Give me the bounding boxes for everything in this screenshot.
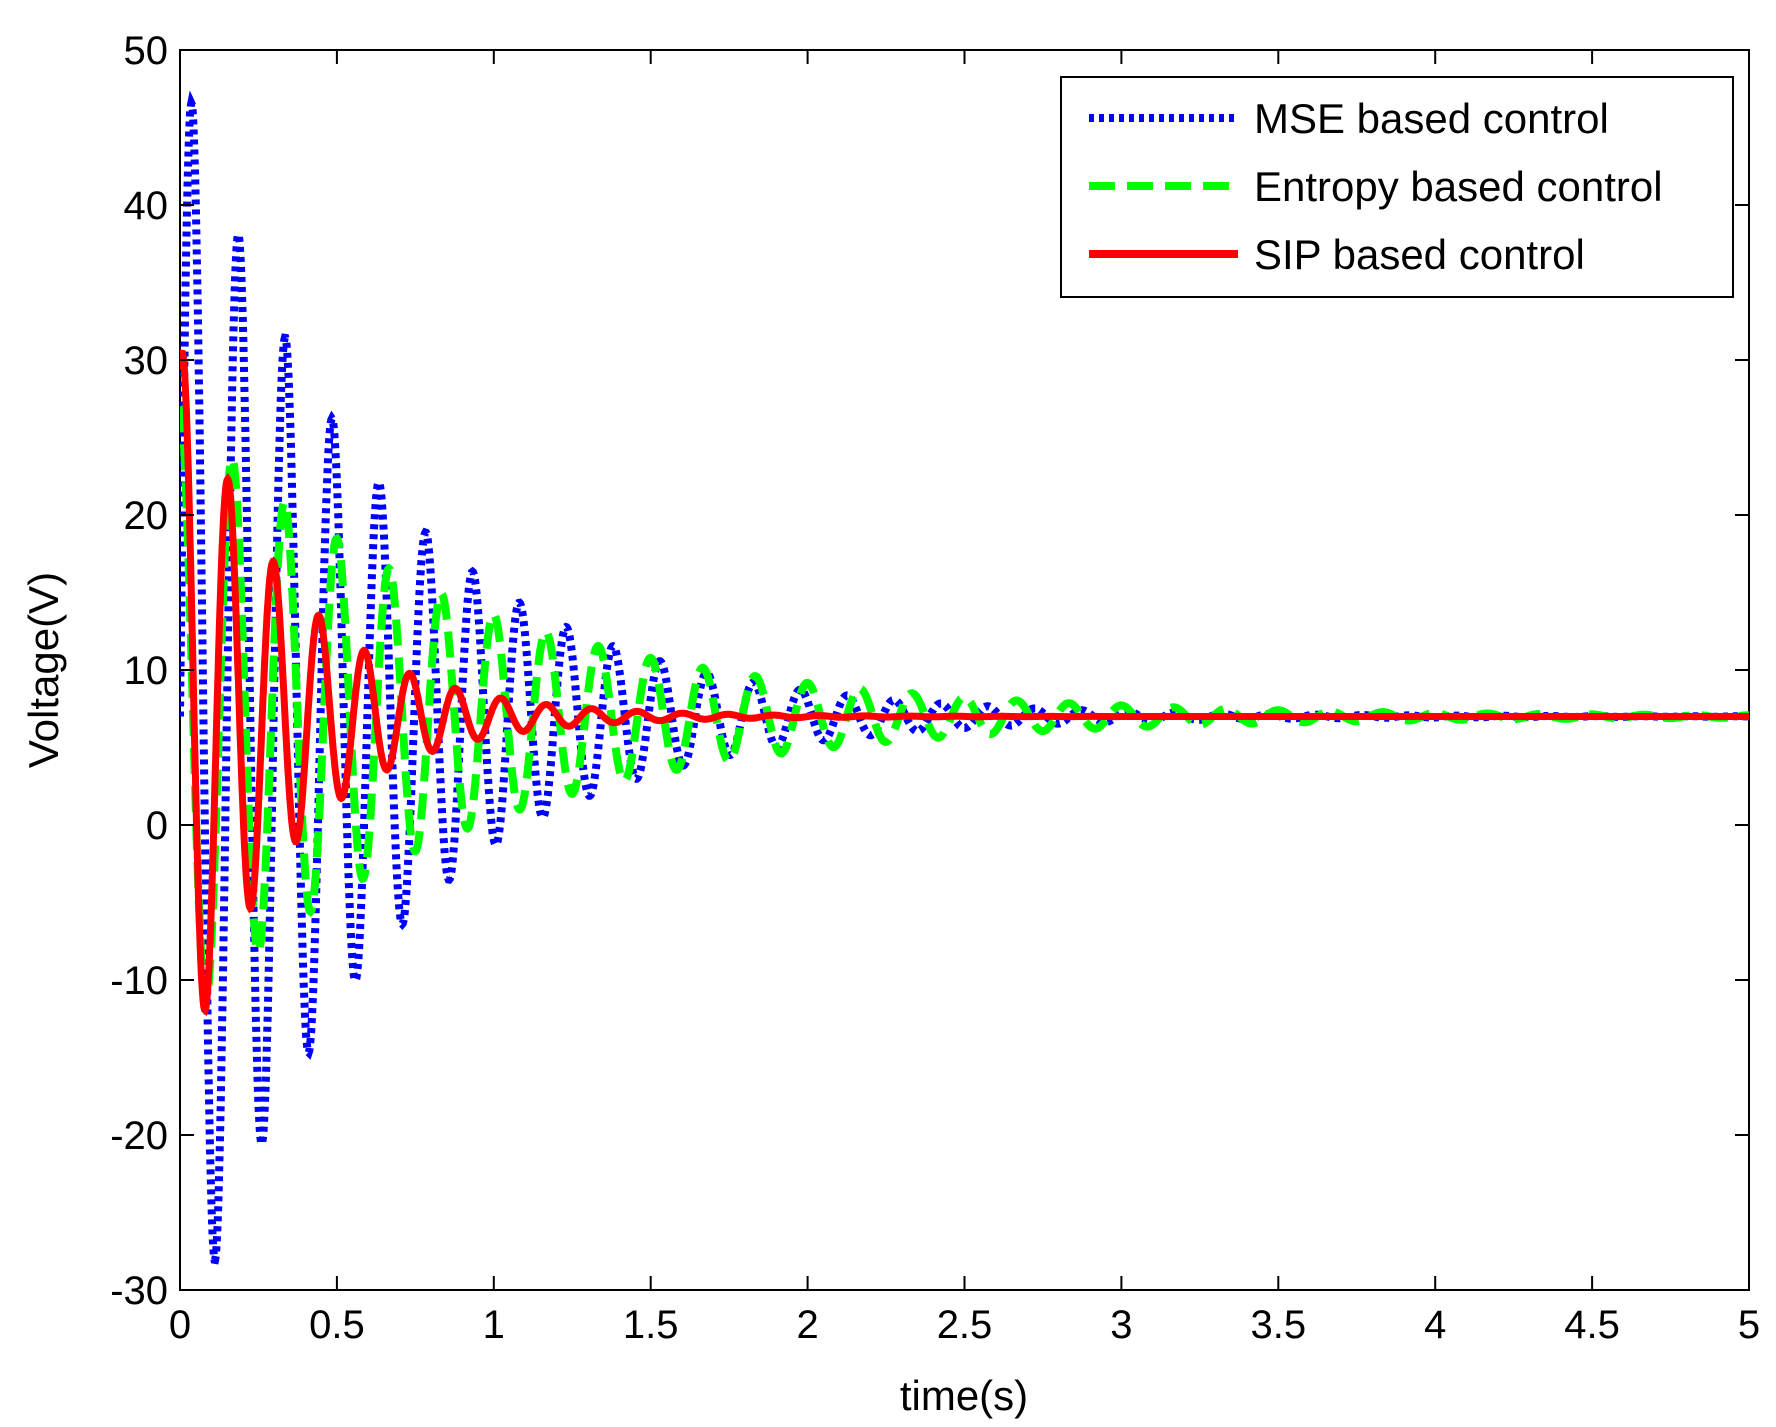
x-tick-label: 1.5 [623, 1303, 679, 1347]
x-tick-label: 3.5 [1250, 1303, 1306, 1347]
y-tick-label: 50 [124, 29, 169, 73]
y-axis-ticks: -30 -20 -10 0 10 20 30 40 50 [110, 29, 1749, 1313]
y-tick-label: -30 [110, 1269, 168, 1313]
x-tick-label: 3 [1110, 1303, 1132, 1347]
legend-label-sip: SIP based control [1254, 231, 1585, 278]
y-tick-label: 20 [124, 494, 169, 538]
x-axis-ticks: 0 0.5 1 1.5 2 2.5 3 3.5 4 4.5 5 [169, 50, 1760, 1347]
y-tick-label: 40 [124, 184, 169, 228]
x-tick-label: 0 [169, 1303, 191, 1347]
series-line-sip [180, 349, 1749, 1017]
y-axis-label: Voltage(V) [20, 572, 67, 768]
x-tick-label: 4 [1424, 1303, 1446, 1347]
legend: MSE based control Entropy based control … [1060, 76, 1734, 298]
y-tick-label: 30 [124, 339, 169, 383]
y-tick-label: -10 [110, 959, 168, 1003]
x-axis-label: time(s) [900, 1372, 1028, 1419]
x-tick-label: 2 [796, 1303, 818, 1347]
x-tick-label: 2.5 [937, 1303, 993, 1347]
x-tick-label: 1 [483, 1303, 505, 1347]
x-tick-label: 5 [1738, 1303, 1760, 1347]
y-tick-label: 0 [146, 804, 168, 848]
y-tick-label: 10 [124, 649, 169, 693]
x-tick-label: 4.5 [1564, 1303, 1620, 1347]
x-tick-label: 0.5 [309, 1303, 365, 1347]
legend-label-entropy: Entropy based control [1254, 163, 1663, 210]
legend-label-mse: MSE based control [1254, 95, 1609, 142]
y-tick-label: -20 [110, 1114, 168, 1158]
series-layer [180, 90, 1749, 1265]
